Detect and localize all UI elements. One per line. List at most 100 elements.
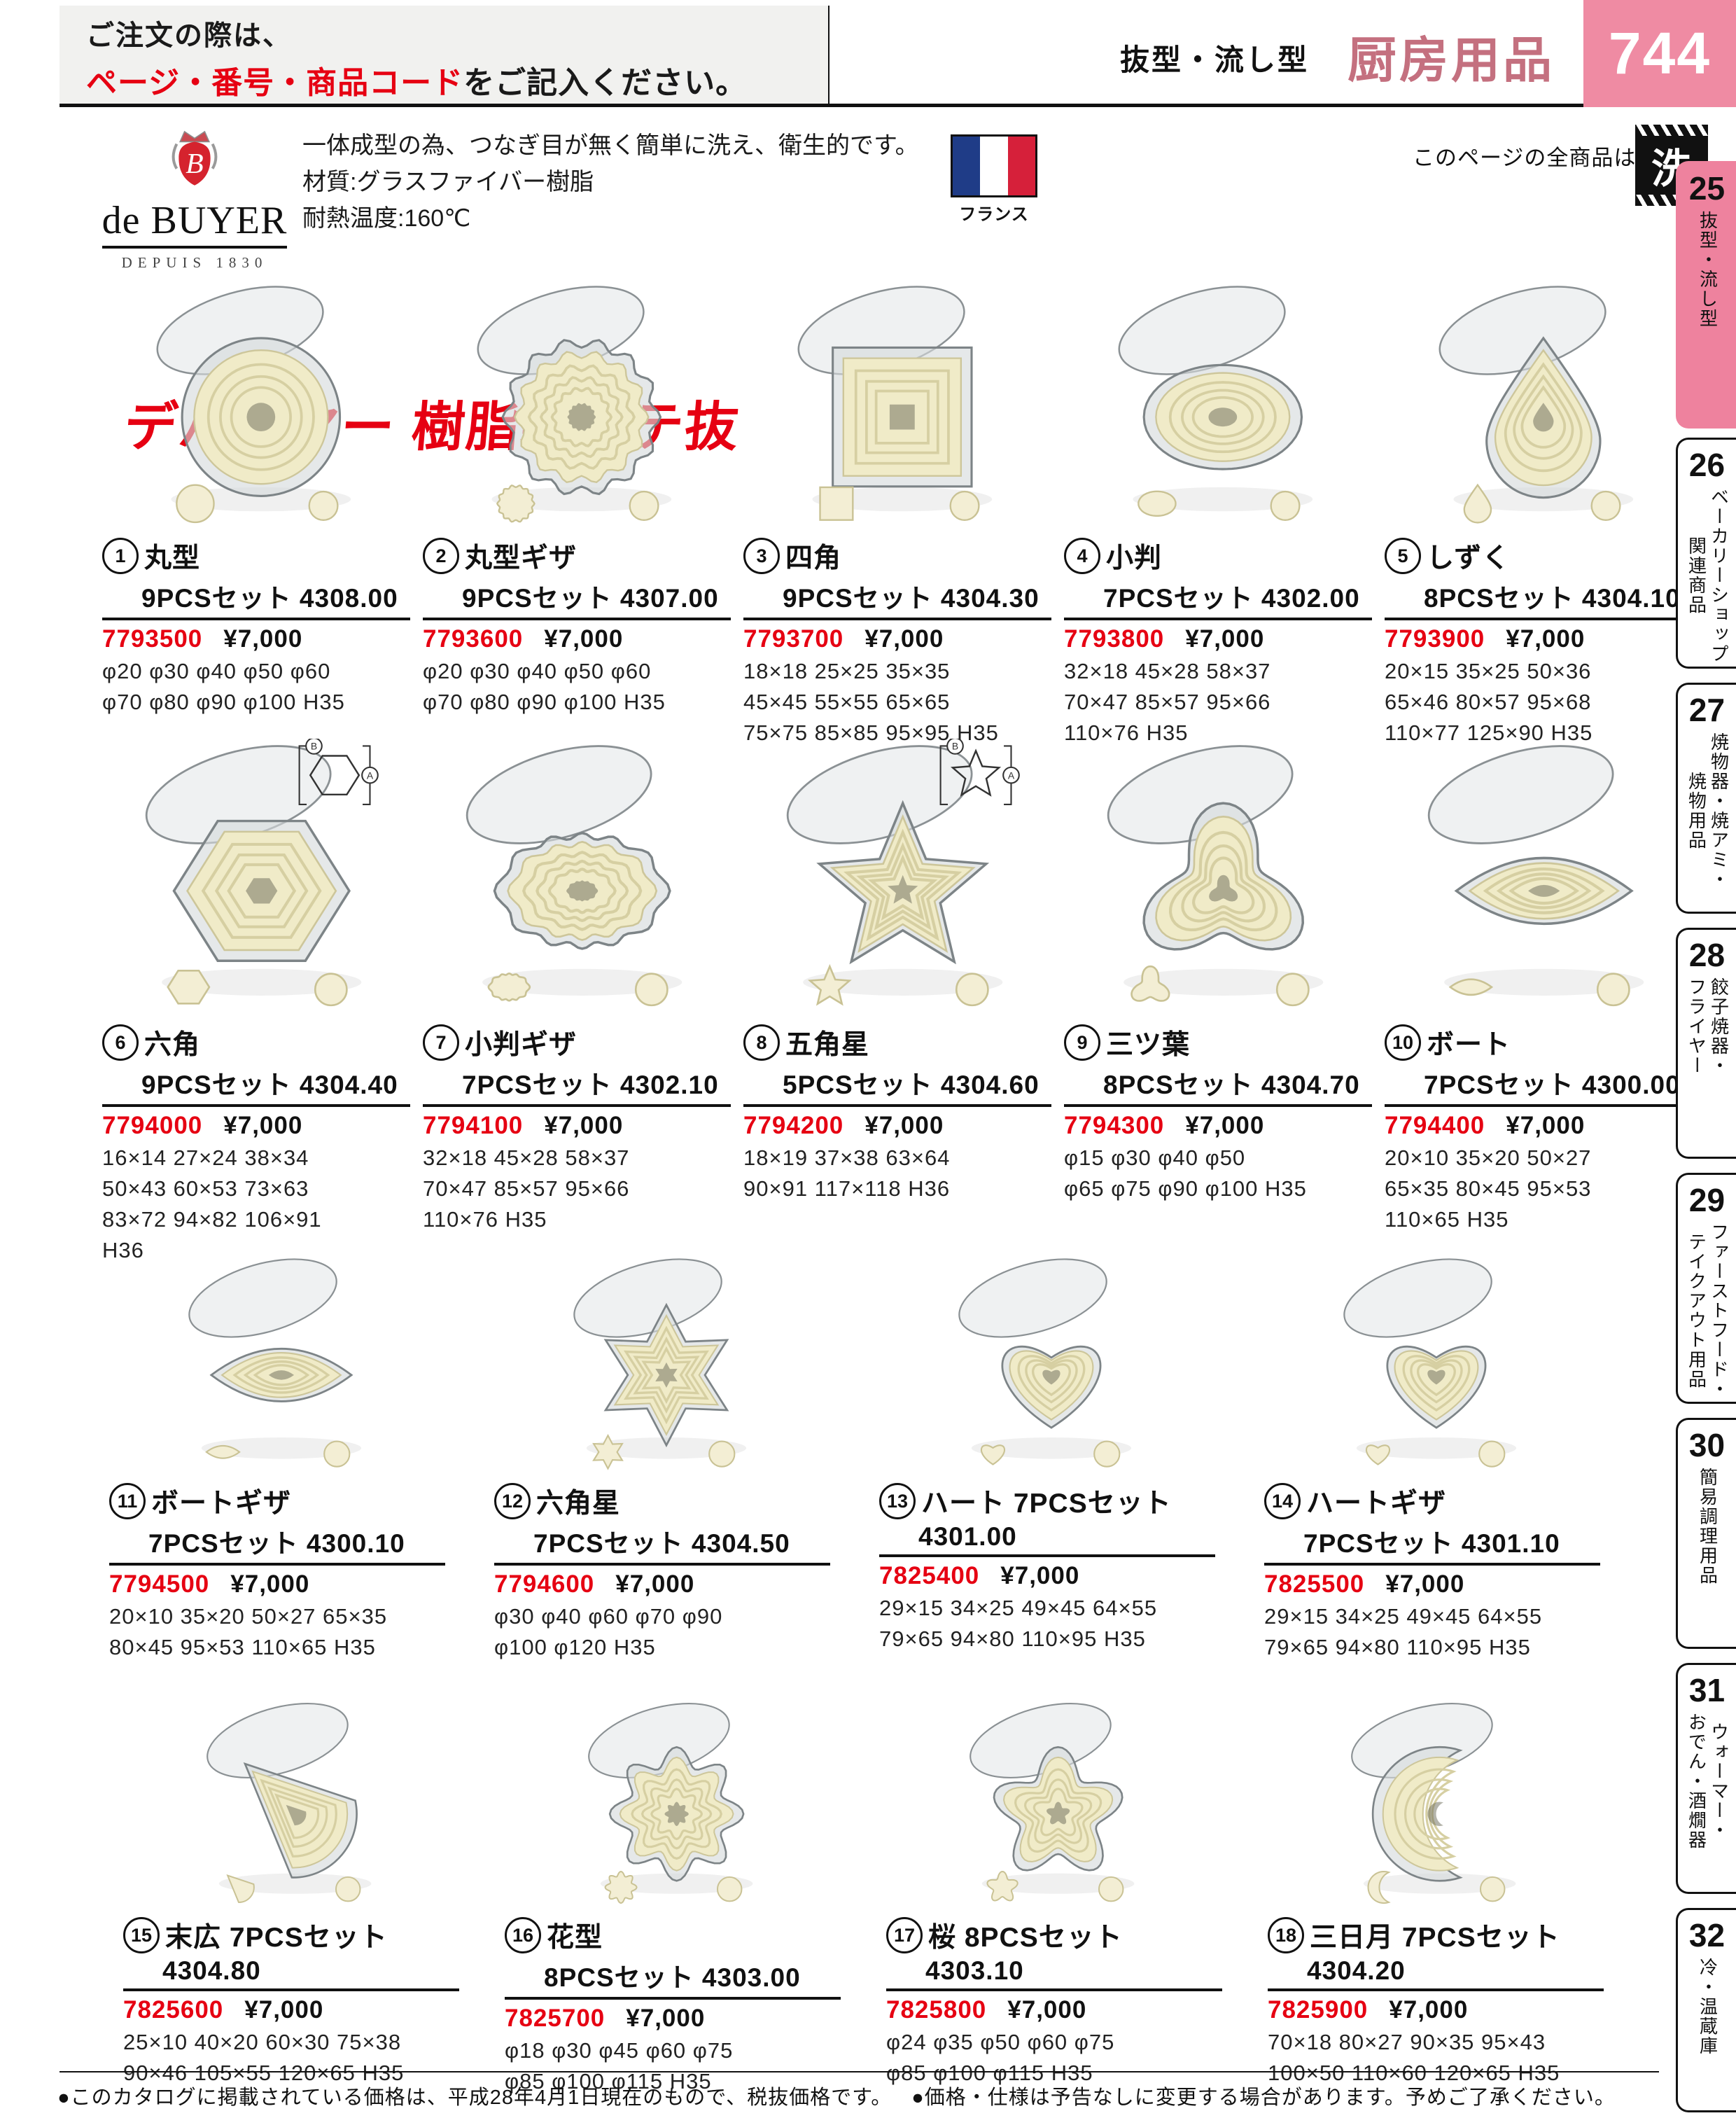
- footer-divider: [59, 2071, 1659, 2072]
- product-photo-illustration: [188, 1258, 362, 1468]
- product-number-badge: 7: [423, 1024, 459, 1061]
- product-dimensions: 29×15 34×25 49×45 64×55 79×65 94×80 110×9…: [879, 1593, 1215, 1654]
- product-price: ¥7,000: [1506, 625, 1586, 653]
- page-number-box: 744: [1583, 0, 1736, 107]
- product-number-badge: 3: [743, 538, 780, 574]
- sidebar-tab-25[interactable]: 25 抜型・流し型: [1676, 161, 1736, 429]
- sidebar-tab-28[interactable]: 28 餃子焼器・ フライヤー: [1676, 928, 1736, 1159]
- product-name: 小判ギザ: [465, 1030, 578, 1060]
- dimension-line: φ85 φ100 φ115 H35: [505, 2069, 712, 2093]
- product-name: 丸型: [144, 543, 201, 573]
- product-dimensions: φ20 φ30 φ40 φ50 φ60 φ70 φ80 φ90 φ100 H35: [102, 656, 410, 718]
- product-info: 5 しずく 8PCSセット 4304.10 7793900 ¥7,000 20×…: [1380, 532, 1695, 748]
- product-photo-illustration: [1343, 1258, 1517, 1468]
- sidebar-tab-30[interactable]: 30 簡易調理用品: [1676, 1418, 1736, 1649]
- dimension-line: φ100 φ120 H35: [494, 1635, 656, 1659]
- product-divider: [1385, 618, 1693, 620]
- product-price: ¥7,000: [1385, 1570, 1465, 1598]
- brand-crest-icon: B: [172, 130, 218, 186]
- product-info: 1 丸型 9PCSセット 4308.00 7793500 ¥7,000 φ20 …: [98, 532, 413, 718]
- france-flag-caption: フランス: [959, 205, 1029, 224]
- product-name: 六角: [144, 1030, 201, 1060]
- product-price: ¥7,000: [223, 625, 303, 653]
- product-info: 12 六角星 7PCSセット 4304.50 7794600 ¥7,000 φ3…: [490, 1477, 833, 1663]
- product-dimensions: 32×18 45×28 58×37 70×47 85×57 95×66 110×76…: [423, 1143, 731, 1235]
- product-set-info: 7PCSセット 4304.50: [533, 1529, 790, 1558]
- dimension-line: 70×47 85×57 95×66: [423, 1176, 630, 1201]
- product-name: 小判: [1106, 543, 1163, 573]
- product-price: ¥7,000: [544, 1112, 624, 1139]
- product-code: 7793700: [743, 625, 844, 653]
- product-number-badge: 11: [109, 1483, 146, 1519]
- dimension-line: 20×10 35×20 50×27: [1385, 1145, 1592, 1170]
- svg-text:B: B: [186, 147, 203, 179]
- product-photo-illustration: [1351, 1702, 1516, 1904]
- sidebar-tab-label: 餃子焼器・ フライヤー: [1686, 977, 1730, 1075]
- brand-desc-line1: 一体成型の為、つなぎ目が無く簡単に洗え、衛生的です。: [302, 132, 919, 159]
- product-set-info: 9PCSセット 4308.00: [141, 584, 398, 613]
- product-price: ¥7,000: [1007, 1996, 1087, 2023]
- dimension-line: 110×76 H35: [1064, 720, 1189, 745]
- brand-logo: B de BUYER DEPUIS 1830: [90, 126, 300, 272]
- product-photo: [98, 280, 413, 532]
- product-price: ¥7,000: [1506, 1112, 1586, 1139]
- product-dimensions: φ15 φ30 φ40 φ50 φ65 φ75 φ90 φ100 H35: [1064, 1143, 1372, 1204]
- product-name: 五角星: [785, 1030, 870, 1060]
- dimension-line: 32×18 45×28 58×37: [1064, 659, 1271, 683]
- product-photo: [490, 1253, 833, 1477]
- product-divider: [423, 618, 731, 620]
- dimension-line: 90×46 105×55 120×65 H35: [123, 2061, 405, 2085]
- product-dimensions: φ30 φ40 φ60 φ70 φ90 φ100 φ120 H35: [494, 1601, 830, 1663]
- product-set-info: 7PCSセット 4301.10: [1303, 1529, 1560, 1558]
- sidebar-tab-31[interactable]: 31 ウォーマー・ おでん・酒燗器: [1676, 1663, 1736, 1894]
- product-card-11: 11 ボートギザ 7PCSセット 4300.10 7794500 ¥7,000 …: [105, 1253, 448, 1663]
- product-photo-illustration: [477, 286, 672, 523]
- dimension-line: φ70 φ80 φ90 φ100 H35: [102, 690, 345, 714]
- product-dimensions: 20×10 35×20 50×27 65×35 80×45 95×53 110×65…: [1385, 1143, 1693, 1235]
- sidebar-tab-32[interactable]: 32 冷・温蔵庫: [1676, 1908, 1736, 2112]
- dimension-line: 50×43 60×53 73×63: [102, 1176, 309, 1201]
- product-price: ¥7,000: [223, 1112, 303, 1139]
- product-name: ハートギザ: [1306, 1489, 1447, 1519]
- product-code: 7794500: [109, 1570, 210, 1598]
- product-photo-illustration: [969, 1702, 1135, 1902]
- dimension-line: 45×45 55×55 65×65: [743, 690, 951, 714]
- product-dimensions: 20×10 35×20 50×27 65×35 80×45 95×53 110×6…: [109, 1601, 445, 1663]
- product-number-badge: 17: [886, 1917, 923, 1953]
- product-code: 7794200: [743, 1112, 844, 1139]
- sidebar-tab-number: 30: [1688, 1427, 1726, 1463]
- product-set-info: 7PCSセット 4300.10: [148, 1529, 405, 1558]
- product-set-info: 7PCSセット 4302.00: [1103, 584, 1360, 613]
- product-photo-illustration: [1438, 286, 1634, 524]
- sidebar-tab-label: 冷・温蔵庫: [1697, 1958, 1718, 2056]
- france-flag: フランス: [951, 134, 1037, 225]
- sidebar-tab-26[interactable]: 26 ベーカリーショップ 関連商品: [1676, 438, 1736, 669]
- product-divider: [1064, 618, 1372, 620]
- product-set-info: 4304.20: [1307, 1956, 1406, 1985]
- header-divider: [59, 104, 1583, 107]
- product-set-info: 7PCSセット 4300.00: [1424, 1071, 1681, 1099]
- product-dimensions: φ18 φ30 φ45 φ60 φ75 φ85 φ100 φ115 H35: [505, 2035, 841, 2097]
- sidebar-tab-29[interactable]: 29 ファーストフード・ テイクアウト用品: [1676, 1173, 1736, 1404]
- product-price: ¥7,000: [626, 2005, 706, 2032]
- product-number-badge: 8: [743, 1024, 780, 1061]
- product-divider: [102, 618, 410, 620]
- product-code: 7825800: [886, 1996, 987, 2023]
- product-name: 三ツ葉: [1106, 1030, 1191, 1060]
- brand-name: de BUYER: [102, 198, 288, 249]
- product-photo: [739, 280, 1054, 532]
- sidebar-tab-27[interactable]: 27 焼物器・焼アミ・ 焼物用品: [1676, 683, 1736, 914]
- sidebar-tab-number: 28: [1688, 937, 1726, 973]
- sidebar-tab-number: 25: [1688, 170, 1726, 207]
- dimension-line: φ70 φ80 φ90 φ100 H35: [423, 690, 666, 714]
- sidebar-tab-label: ベーカリーショップ 関連商品: [1686, 487, 1730, 664]
- dimension-line: H36: [102, 1238, 144, 1262]
- product-card-15: 15 末広 7PCSセット 4304.80 7825600 ¥7,000 25×…: [119, 1698, 462, 2097]
- product-code: 7825900: [1268, 1996, 1368, 2023]
- brand-desc-line3: 耐熱温度:160℃: [302, 205, 471, 232]
- product-code: 7793800: [1064, 625, 1165, 653]
- product-photo-illustration: [206, 1702, 372, 1903]
- product-card-16: 16 花型 8PCSセット 4303.00 7825700 ¥7,000 φ18…: [500, 1698, 844, 2097]
